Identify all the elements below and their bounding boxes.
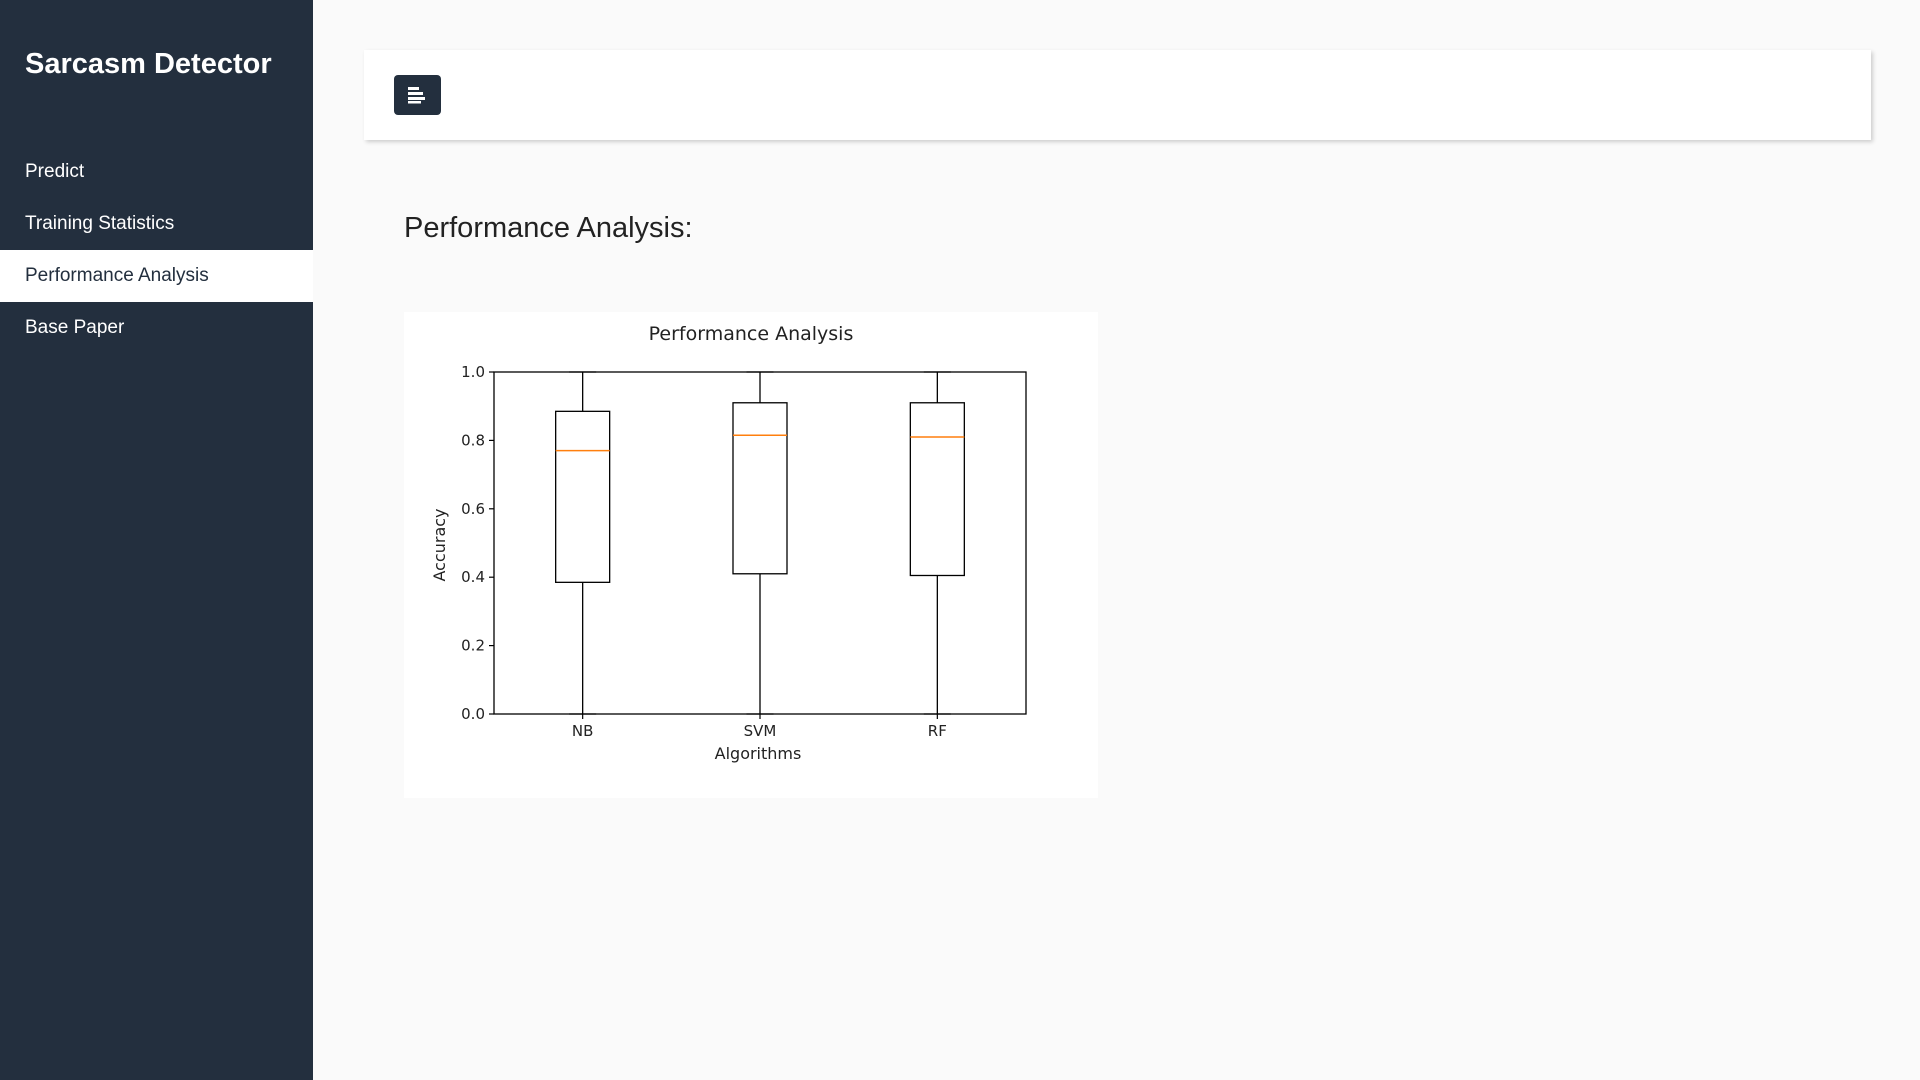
y-tick-label: 0.6 bbox=[461, 500, 485, 518]
chart-card: Performance Analysis Accuracy Algorithms… bbox=[404, 312, 1098, 798]
box-svm bbox=[732, 402, 788, 575]
sidebar-toggle-button[interactable] bbox=[394, 75, 441, 115]
sidebar: Sarcasm Detector Predict Training Statis… bbox=[0, 0, 313, 1080]
x-tick-label: RF bbox=[928, 722, 947, 740]
x-tick-label: NB bbox=[572, 722, 594, 740]
sidebar-item-performance-analysis[interactable]: Performance Analysis bbox=[0, 250, 313, 302]
page-heading: Performance Analysis: bbox=[404, 212, 693, 244]
chart-title: Performance Analysis bbox=[649, 323, 854, 345]
align-left-icon bbox=[408, 87, 425, 104]
brand-title: Sarcasm Detector bbox=[25, 48, 272, 80]
sidebar-item-base-paper[interactable]: Base Paper bbox=[25, 317, 125, 338]
box-nb bbox=[555, 410, 611, 583]
y-tick-label: 0.2 bbox=[461, 637, 485, 655]
y-tick-label: 0.8 bbox=[461, 431, 485, 449]
performance-boxplot: Performance Analysis Accuracy Algorithms… bbox=[430, 323, 1027, 763]
sidebar-item-training-statistics[interactable]: Training Statistics bbox=[25, 213, 175, 234]
x-tick-label: SVM bbox=[744, 722, 777, 740]
top-navbar bbox=[364, 50, 1871, 140]
sidebar-item-predict[interactable]: Predict bbox=[25, 161, 85, 182]
y-axis-label: Accuracy bbox=[430, 508, 449, 581]
y-tick-label: 0.0 bbox=[461, 705, 485, 723]
sidebar-nav: Predict Training Statistics Performance … bbox=[0, 146, 313, 354]
y-tick-label: 1.0 bbox=[461, 363, 485, 381]
y-tick-label: 0.4 bbox=[461, 568, 485, 586]
x-axis-label: Algorithms bbox=[715, 744, 802, 763]
box-rf bbox=[909, 402, 965, 577]
